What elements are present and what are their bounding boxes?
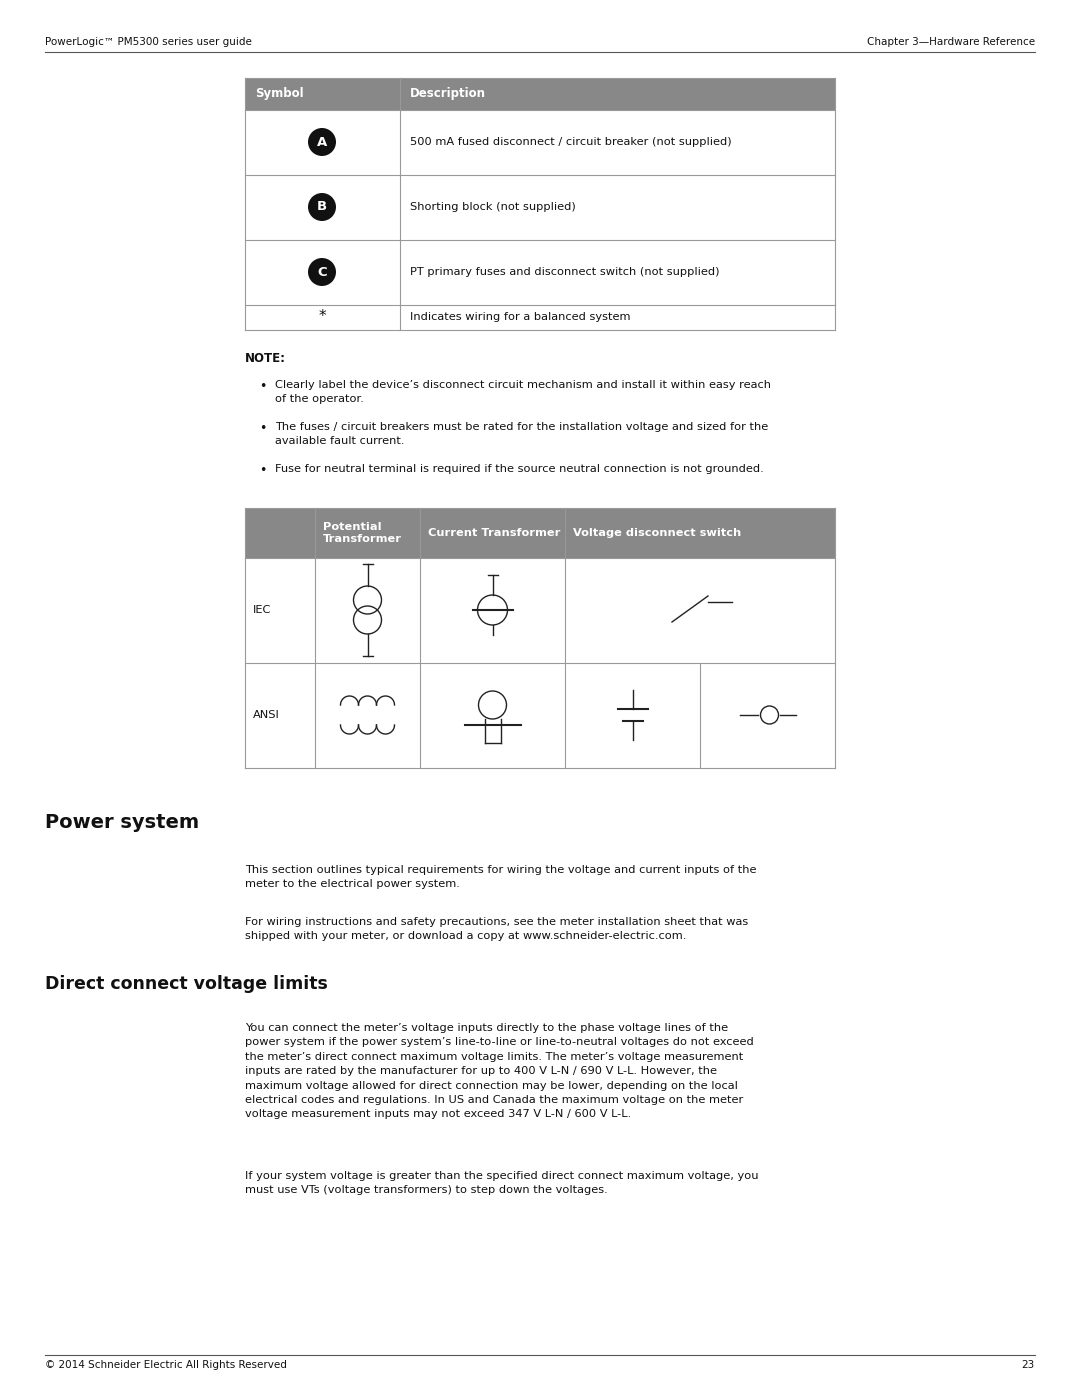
Circle shape xyxy=(308,193,336,221)
Text: Current Transformer: Current Transformer xyxy=(428,528,561,538)
Bar xyxy=(245,240,835,305)
Bar xyxy=(245,509,835,557)
Text: Power system: Power system xyxy=(45,813,199,833)
Bar xyxy=(245,175,835,240)
Text: B: B xyxy=(316,201,327,214)
Text: The fuses / circuit breakers must be rated for the installation voltage and size: The fuses / circuit breakers must be rat… xyxy=(275,422,768,446)
Text: Voltage disconnect switch: Voltage disconnect switch xyxy=(573,528,741,538)
Text: Direct connect voltage limits: Direct connect voltage limits xyxy=(45,975,328,993)
Text: Symbol: Symbol xyxy=(255,88,303,101)
Text: C: C xyxy=(318,265,327,278)
Bar xyxy=(245,557,835,664)
Text: NOTE:: NOTE: xyxy=(245,352,286,365)
Circle shape xyxy=(308,258,336,286)
Circle shape xyxy=(308,129,336,156)
Text: *: * xyxy=(319,310,326,324)
Text: Indicates wiring for a balanced system: Indicates wiring for a balanced system xyxy=(410,312,631,321)
Text: PowerLogic™ PM5300 series user guide: PowerLogic™ PM5300 series user guide xyxy=(45,36,252,47)
Bar xyxy=(245,78,835,110)
Text: Chapter 3—Hardware Reference: Chapter 3—Hardware Reference xyxy=(867,36,1035,47)
Text: •: • xyxy=(259,380,267,393)
Text: Description: Description xyxy=(410,88,486,101)
Text: •: • xyxy=(259,464,267,476)
Text: Potential
Transformer: Potential Transformer xyxy=(323,522,402,545)
Text: You can connect the meter’s voltage inputs directly to the phase voltage lines o: You can connect the meter’s voltage inpu… xyxy=(245,1023,754,1119)
Text: PT primary fuses and disconnect switch (not supplied): PT primary fuses and disconnect switch (… xyxy=(410,267,719,277)
Text: This section outlines typical requirements for wiring the voltage and current in: This section outlines typical requiremen… xyxy=(245,865,756,890)
Text: Clearly label the device’s disconnect circuit mechanism and install it within ea: Clearly label the device’s disconnect ci… xyxy=(275,380,771,404)
Text: 500 mA fused disconnect / circuit breaker (not supplied): 500 mA fused disconnect / circuit breake… xyxy=(410,137,731,147)
Bar xyxy=(245,664,835,768)
Text: IEC: IEC xyxy=(253,605,271,615)
Text: © 2014 Schneider Electric All Rights Reserved: © 2014 Schneider Electric All Rights Res… xyxy=(45,1361,287,1370)
Text: For wiring instructions and safety precautions, see the meter installation sheet: For wiring instructions and safety preca… xyxy=(245,916,748,942)
Bar xyxy=(245,305,835,330)
Text: Fuse for neutral terminal is required if the source neutral connection is not gr: Fuse for neutral terminal is required if… xyxy=(275,464,764,474)
Bar xyxy=(245,110,835,175)
Text: 23: 23 xyxy=(1022,1361,1035,1370)
Text: A: A xyxy=(316,136,327,148)
Text: •: • xyxy=(259,422,267,434)
Text: Shorting block (not supplied): Shorting block (not supplied) xyxy=(410,203,576,212)
Text: If your system voltage is greater than the specified direct connect maximum volt: If your system voltage is greater than t… xyxy=(245,1171,758,1196)
Text: ANSI: ANSI xyxy=(253,710,280,719)
